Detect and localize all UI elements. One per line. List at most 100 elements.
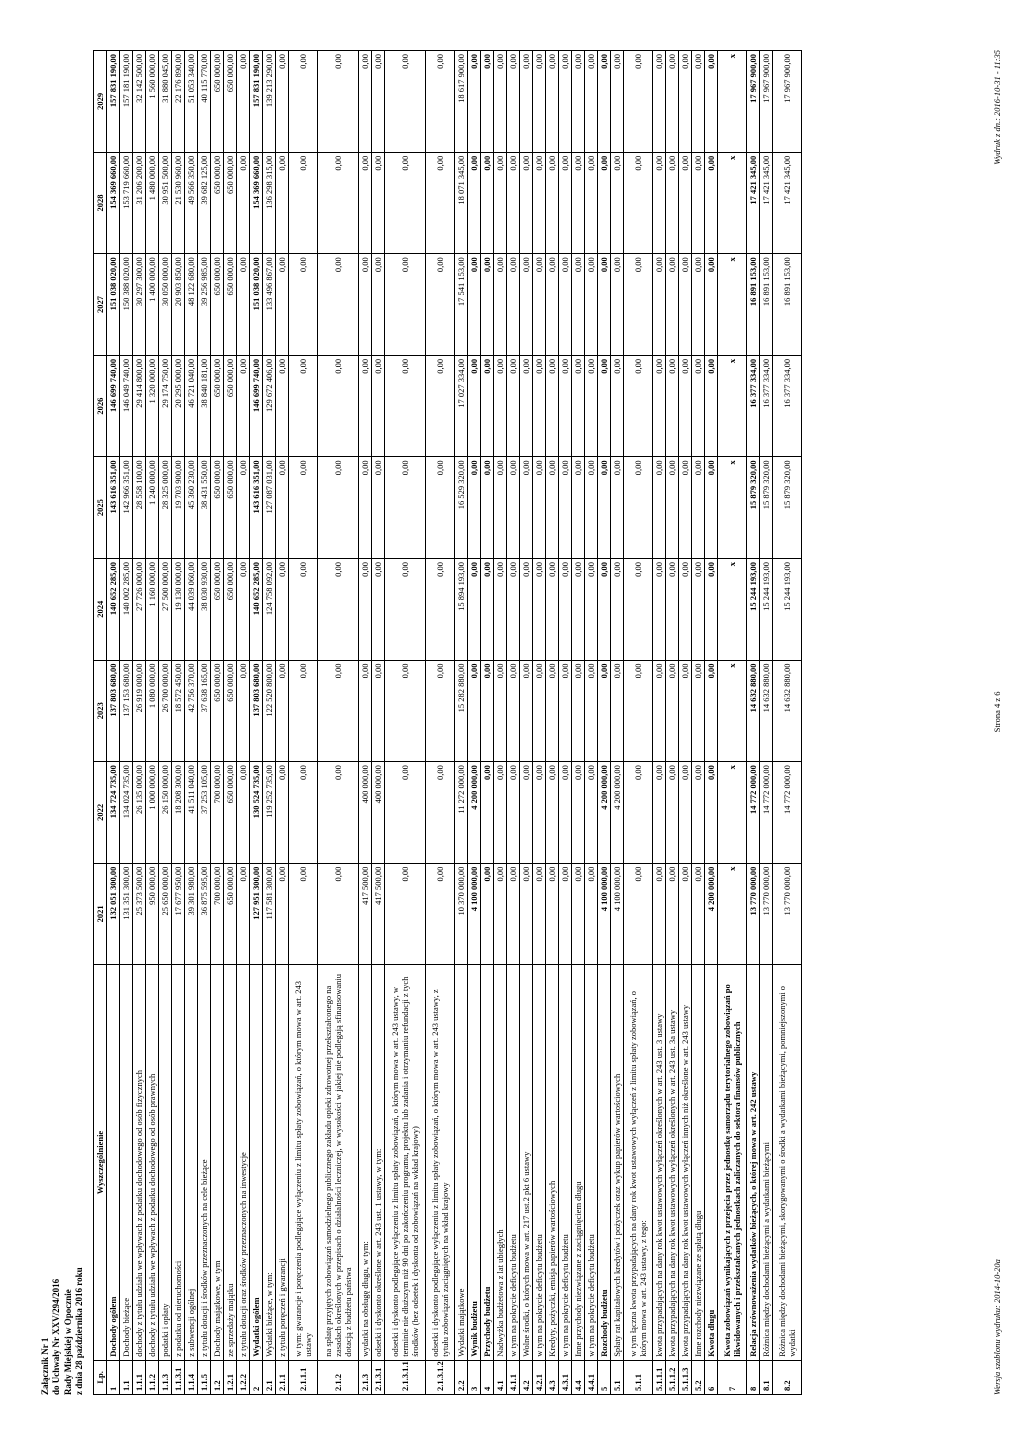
row-lp: 4.2 [520,1360,533,1394]
row-value: 1 080 000,00 [146,660,159,762]
row-lp: 4.2.1 [533,1360,546,1394]
row-value: 0,00 [653,254,666,356]
row-value: 0,00 [276,254,289,356]
row-value: 0,00 [237,762,250,864]
row-value: 137 803 680,00 [250,660,263,762]
row-value: 29 174 750,00 [159,355,172,457]
row-value: 18 617 900,00 [455,51,468,153]
row-value: 133 496 867,00 [263,254,276,356]
row-value: 0,00 [289,457,318,559]
row-description: odsetki i dyskonto podlegające wyłączeni… [385,965,426,1361]
row-value: 130 524 735,00 [250,762,263,864]
row-value: 0,00 [359,152,372,254]
row-value: 48 122 680,00 [185,254,198,356]
row-value: 31 206 200,00 [133,152,146,254]
row-value: 0,00 [692,660,705,762]
row-value: 0,00 [481,355,494,457]
table-row: 4.2Wolne środki, o których mowa w art. 2… [520,51,533,1395]
row-value: 0,00 [426,355,455,457]
row-value: 0,00 [372,254,385,356]
attachment-line: Załącznik Nr 1 [40,50,51,1395]
row-value: 0,00 [237,457,250,559]
table-row: 2.1.1z tytułu poręczeń i gwarancji0,000,… [276,51,289,1395]
col-2023: 2023 [94,660,107,762]
row-description: Dochody ogółem [107,965,120,1361]
col-2027: 2027 [94,254,107,356]
row-value: 0,00 [679,660,692,762]
row-value: 0,00 [611,660,624,762]
row-value: 0,00 [653,457,666,559]
row-value: 0,00 [468,558,481,660]
row-value: 0,00 [653,51,666,153]
row-value: 4 200 000,00 [611,762,624,864]
row-value: 0,00 [624,863,653,965]
row-value: 0,00 [666,457,679,559]
row-value: 0,00 [666,152,679,254]
row-value: 0,00 [624,762,653,864]
row-value: 650 000,00 [211,254,224,356]
row-description: w tym na pokrycie deficytu budżetu [507,965,520,1361]
row-value: 0,00 [276,355,289,457]
row-description: Kwota długu [705,965,718,1361]
row-lp: 5.2 [692,1360,705,1394]
col-lp: Lp. [94,1360,107,1394]
row-description: Różnica między dochodami bieżącymi a wyd… [760,965,773,1361]
table-row: 1.1.4z subwencji ogólnej39 301 980,0041 … [185,51,198,1395]
row-value: 0,00 [318,660,359,762]
row-description: z tytułu dotacji oraz środków przeznaczo… [237,965,250,1361]
row-value: 37 253 105,00 [198,762,211,864]
council-line: Rady Miejskiej w Opocznie [63,50,74,1395]
row-value: 0,00 [385,152,426,254]
row-value: 0,00 [572,51,585,153]
row-value: 0,00 [572,762,585,864]
table-row: 1.1.3.1z podatku od nieruchomości17 677 … [172,51,185,1395]
table-row: 4Przychody budżetu0,000,000,000,000,000,… [481,51,494,1395]
row-value: 0,00 [426,558,455,660]
row-lp: 2.1 [263,1360,276,1394]
row-value: 4 100 000,00 [611,863,624,965]
row-value: 0,00 [359,457,372,559]
row-description: ze sprzedaży majątku [224,965,237,1361]
table-row: 4.3Kredyty, pożyczki, emisja papierów wa… [546,51,559,1395]
row-value: 0,00 [598,254,611,356]
row-lp: 8 [747,1360,760,1394]
table-row: 2.1Wydatki bieżące, w tym:117 581 300,00… [263,51,276,1395]
row-value: 18 208 300,00 [172,762,185,864]
row-value: 27 500 000,00 [159,558,172,660]
row-value: 0,00 [559,51,572,153]
row-value: 0,00 [494,863,507,965]
row-value: 4 100 000,00 [598,863,611,965]
row-value: 45 360 230,00 [185,457,198,559]
row-value: 39 301 980,00 [185,863,198,965]
row-value: 650 000,00 [224,152,237,254]
row-value: 0,00 [468,355,481,457]
row-value: 0,00 [611,558,624,660]
row-lp: 1.2.2 [237,1360,250,1394]
row-value: 0,00 [611,152,624,254]
table-row: 2.1.3.1odsetki i dyskonto określone w ar… [372,51,385,1395]
row-lp: 1.1.5 [198,1360,211,1394]
row-value: 0,00 [507,51,520,153]
row-value: 39 682 125,00 [198,152,211,254]
row-value: 38 840 181,00 [198,355,211,457]
row-value: 0,00 [559,660,572,762]
row-value: 0,00 [611,254,624,356]
row-value: 0,00 [468,457,481,559]
row-value: 0,00 [572,558,585,660]
row-value: 4 100 000,00 [468,863,481,965]
row-value: 15 879 320,00 [747,457,760,559]
row-value: 14 632 880,00 [747,660,760,762]
row-value: 0,00 [507,152,520,254]
row-value: 4 200 000,00 [468,762,481,864]
row-value: 0,00 [598,51,611,153]
row-value: 134 724 735,00 [107,762,120,864]
row-value: 0,00 [507,558,520,660]
row-lp: 5.1.1.1 [653,1360,666,1394]
row-value: 0,00 [585,355,598,457]
row-value: 0,00 [679,355,692,457]
row-lp: 2.1.3.1 [372,1360,385,1394]
row-value: 0,00 [289,558,318,660]
row-value: 0,00 [559,254,572,356]
table-row: 4.2.1w tym na pokrycie deficytu budżetu0… [533,51,546,1395]
row-value: 0,00 [533,558,546,660]
